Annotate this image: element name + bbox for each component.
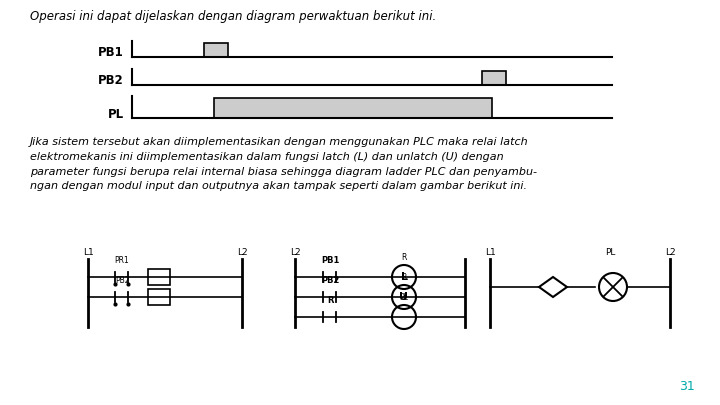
Text: L1: L1 bbox=[485, 248, 495, 257]
Text: U: U bbox=[400, 292, 408, 302]
Text: PL: PL bbox=[605, 248, 615, 257]
Text: PB2: PB2 bbox=[114, 276, 130, 285]
Bar bbox=[204, 43, 228, 57]
Text: PL: PL bbox=[108, 107, 124, 121]
Text: Operasi ini dapat dijelaskan dengan diagram perwaktuan berikut ini.: Operasi ini dapat dijelaskan dengan diag… bbox=[30, 10, 436, 23]
Bar bbox=[148, 289, 170, 305]
Text: PR1: PR1 bbox=[114, 256, 130, 265]
Text: 31: 31 bbox=[679, 380, 695, 393]
Text: L2: L2 bbox=[237, 248, 247, 257]
Text: PB2: PB2 bbox=[98, 75, 124, 87]
Text: PB1: PB1 bbox=[98, 47, 124, 60]
Text: PL: PL bbox=[400, 293, 408, 302]
Text: R: R bbox=[327, 296, 333, 305]
Text: PB2: PB2 bbox=[321, 276, 339, 285]
Text: L1: L1 bbox=[83, 248, 94, 257]
Bar bbox=[148, 269, 170, 285]
Text: L: L bbox=[400, 272, 408, 282]
Text: L2: L2 bbox=[665, 248, 675, 257]
Bar bbox=[482, 71, 506, 85]
Text: R: R bbox=[401, 273, 407, 282]
Text: L2: L2 bbox=[289, 248, 300, 257]
Text: PB1: PB1 bbox=[321, 256, 339, 265]
Text: R: R bbox=[401, 253, 407, 262]
Text: Jika sistem tersebut akan diimplementasikan dengan menggunakan PLC maka relai la: Jika sistem tersebut akan diimplementasi… bbox=[30, 137, 537, 192]
Bar bbox=[214, 98, 492, 118]
